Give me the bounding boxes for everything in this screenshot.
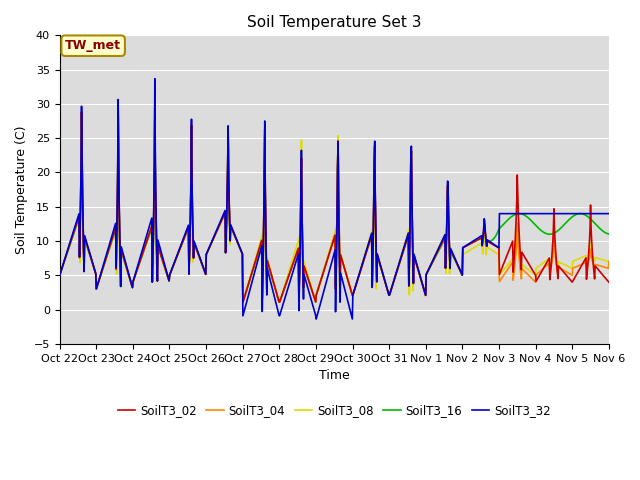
SoilT3_02	[340, 264, 348, 270]
SoilT3_02	[570, 276, 578, 282]
SoilT3_04	[239, 300, 247, 305]
SoilT3_02	[151, 101, 159, 107]
SoilT3_16	[605, 231, 612, 237]
SoilT3_04	[56, 273, 63, 278]
SoilT3_32	[127, 281, 135, 287]
SoilT3_04	[261, 127, 269, 132]
Line: SoilT3_16: SoilT3_16	[60, 110, 609, 302]
SoilT3_04	[340, 264, 348, 270]
SoilT3_08	[56, 273, 63, 278]
SoilT3_32	[56, 273, 63, 278]
SoilT3_32	[312, 316, 320, 322]
SoilT3_02	[127, 281, 135, 287]
SoilT3_08	[454, 262, 461, 268]
Text: TW_met: TW_met	[65, 39, 121, 52]
Line: SoilT3_32: SoilT3_32	[60, 79, 609, 319]
Legend: SoilT3_02, SoilT3_04, SoilT3_08, SoilT3_16, SoilT3_32: SoilT3_02, SoilT3_04, SoilT3_08, SoilT3_…	[113, 399, 556, 421]
SoilT3_02	[56, 273, 63, 278]
SoilT3_08	[605, 259, 612, 264]
SoilT3_32	[454, 262, 461, 267]
SoilT3_04	[127, 281, 135, 287]
SoilT3_32	[340, 284, 348, 290]
Line: SoilT3_04: SoilT3_04	[60, 104, 609, 302]
SoilT3_32	[202, 271, 209, 277]
SoilT3_08	[151, 97, 159, 103]
SoilT3_16	[56, 273, 63, 278]
SoilT3_04	[454, 262, 461, 268]
SoilT3_08	[570, 258, 578, 264]
SoilT3_02	[261, 127, 269, 132]
SoilT3_16	[127, 281, 135, 287]
SoilT3_16	[261, 132, 269, 138]
Title: Soil Temperature Set 3: Soil Temperature Set 3	[247, 15, 422, 30]
SoilT3_16	[239, 300, 247, 305]
SoilT3_16	[202, 272, 209, 277]
SoilT3_02	[454, 262, 461, 268]
SoilT3_32	[605, 211, 612, 216]
SoilT3_04	[202, 272, 209, 277]
Line: SoilT3_08: SoilT3_08	[60, 100, 609, 302]
SoilT3_16	[340, 264, 348, 270]
SoilT3_08	[340, 264, 348, 269]
SoilT3_02	[605, 279, 612, 285]
SoilT3_08	[127, 281, 135, 287]
X-axis label: Time: Time	[319, 369, 349, 382]
SoilT3_08	[261, 118, 269, 124]
SoilT3_32	[260, 171, 268, 177]
SoilT3_02	[239, 300, 247, 305]
SoilT3_32	[151, 76, 159, 82]
SoilT3_16	[570, 213, 578, 218]
Y-axis label: Soil Temperature (C): Soil Temperature (C)	[15, 125, 28, 254]
SoilT3_16	[151, 108, 159, 113]
SoilT3_04	[605, 259, 612, 264]
SoilT3_02	[202, 272, 209, 277]
SoilT3_32	[570, 211, 578, 216]
SoilT3_08	[239, 300, 247, 305]
SoilT3_04	[570, 264, 578, 270]
SoilT3_04	[151, 101, 159, 107]
SoilT3_16	[454, 263, 461, 269]
SoilT3_08	[202, 272, 209, 277]
Line: SoilT3_02: SoilT3_02	[60, 104, 609, 302]
